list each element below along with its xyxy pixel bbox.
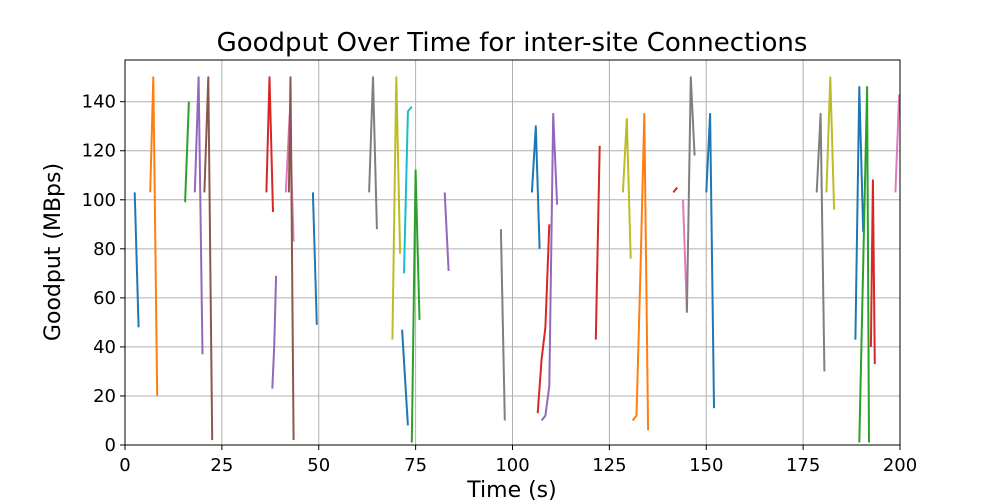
y-tick-label: 20 [93, 386, 116, 407]
series-line [271, 275, 278, 389]
series-line [287, 76, 295, 441]
y-axis-ticks: 0 20 40 60 80 100 120 140 [82, 92, 125, 456]
series-line [265, 76, 274, 213]
series-line [854, 86, 865, 340]
series-line [858, 86, 870, 443]
x-axis-ticks: 0 25 50 75 100 125 150 175 200 [119, 445, 917, 476]
series-line [685, 76, 696, 313]
chart-title: Goodput Over Time for inter-site Connect… [217, 28, 808, 58]
series-line [705, 112, 715, 409]
x-tick-label: 25 [210, 455, 233, 476]
y-tick-label: 60 [93, 288, 116, 309]
series-line [894, 94, 901, 193]
x-tick-label: 175 [786, 455, 820, 476]
series-line [410, 169, 421, 443]
x-tick-label: 200 [883, 455, 917, 476]
y-tick-label: 120 [82, 141, 116, 162]
x-tick-label: 75 [404, 455, 427, 476]
series-line [594, 145, 601, 340]
y-tick-label: 40 [93, 337, 116, 358]
x-axis-title: Time (s) [466, 478, 556, 500]
series-line [631, 112, 650, 431]
x-tick-label: 100 [495, 455, 529, 476]
series-line [203, 76, 214, 441]
series-line [499, 229, 506, 421]
x-tick-label: 0 [119, 455, 130, 476]
y-tick-label: 80 [93, 239, 116, 260]
series-line [149, 76, 159, 397]
y-axis-title: Goodput (MBps) [41, 163, 66, 341]
series-line [672, 186, 678, 194]
x-tick-label: 150 [689, 455, 723, 476]
series-line [368, 76, 378, 230]
series-line [443, 192, 450, 271]
series-line [621, 117, 632, 259]
x-tick-label: 50 [307, 455, 330, 476]
series-lines [133, 76, 901, 443]
y-tick-label: 0 [105, 435, 116, 456]
y-tick-label: 140 [82, 92, 116, 113]
series-line [530, 125, 541, 249]
series-line [815, 112, 826, 372]
series-line [536, 224, 551, 414]
grid-lines [124, 60, 901, 446]
series-line [184, 101, 190, 203]
series-line [540, 112, 559, 422]
series-line [401, 329, 409, 426]
x-tick-label: 125 [592, 455, 626, 476]
series-line [391, 76, 402, 340]
series-line [193, 76, 204, 355]
series-line [403, 105, 413, 274]
series-line [133, 192, 140, 328]
y-tick-label: 100 [82, 190, 116, 211]
series-line [825, 76, 836, 210]
series-line [869, 179, 876, 365]
series-line [311, 192, 318, 325]
